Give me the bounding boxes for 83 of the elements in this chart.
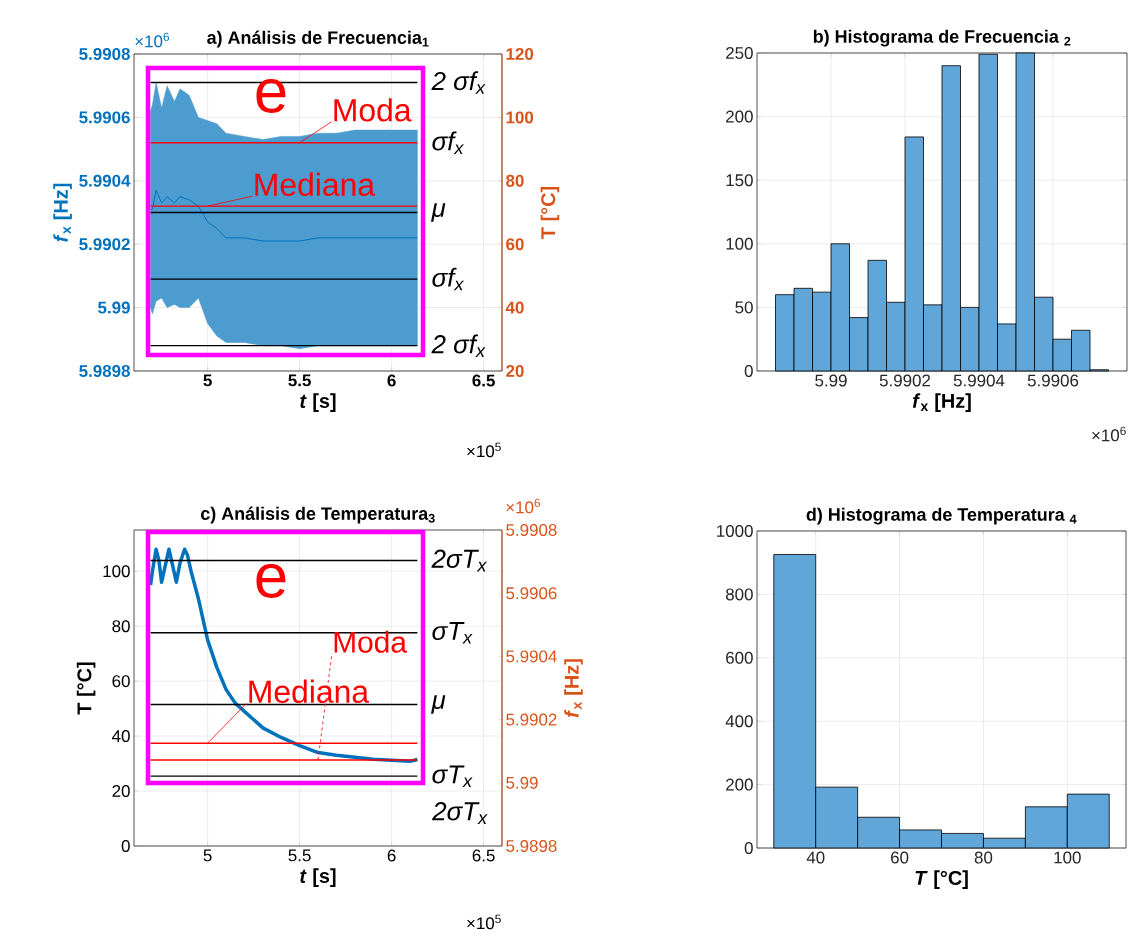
x-tick-label: 5.9902 [879,374,931,387]
x-tick-label: 40 [806,851,825,864]
y-tick-label: 40 [112,730,130,743]
y2-axis-title: f$_{x}$ [Hz] [564,659,583,718]
ref-line-label: 2 σf$_{x}$ [431,334,486,357]
ref-line-label: σf$_{x}$ [432,131,464,154]
y-tick-label: 20 [112,785,130,798]
text: ×10$^{5}$ [467,914,501,930]
text: ×10$^{6}$ [1092,426,1126,442]
ref-line-label: σf$_{x}$ [432,267,464,291]
y-tick-label: 5.9904 [79,174,131,187]
y2-tick-label: 5.9908 [506,524,557,536]
y-tick-label: 50 [735,301,753,314]
y-tick-label: 0 [744,364,753,377]
y-tick-label: 60 [112,675,130,688]
x-tick-label: 5.9904 [953,374,1005,387]
x-tick-label: 5 [203,849,212,862]
x-tick-label: 6 [387,849,396,862]
chart-title: b) Histograma de Frecuencia $_{2}$ [813,29,1071,47]
y-tick-label: 800 [725,588,753,601]
y-tick-label: 5.99 [98,301,130,314]
y2-tick-label: 5.9902 [506,713,557,726]
y-tick-label: 5.9898 [79,365,130,377]
x-tick-label: 6.5 [472,374,495,387]
ref-line-label: μ [431,695,446,714]
chart-title: a) Análisis de Frecuencia$_{1}$ [207,30,429,48]
y2-tick-label: 60 [506,238,524,251]
y2-tick-label: 5.9904 [506,650,557,663]
ref-line-label: σT$_{x}$ [432,765,473,787]
x-tick-label: 6.5 [472,849,495,862]
chart-title: c) Análisis de Temperatura$_{3}$ [201,506,435,524]
y2-tick-label: 100 [506,111,534,124]
text: ×10$^{5}$ [467,442,501,458]
y2-tick-label: 5.99 [506,776,538,789]
y-tick-label: 150 [726,174,753,187]
x-axis-title: t [s] [300,393,336,412]
y2-tick-label: 80 [506,174,524,187]
text: ×10$^{6}$ [135,32,170,48]
y2-axis-title: T [°C] [540,186,560,239]
annotation: 2σT$_{x}$ [432,802,488,824]
y-tick-label: 100 [726,237,753,250]
x-tick-label: 5.9906 [1027,374,1079,387]
y-axis-title: T [°C] [76,662,96,715]
y-axis-title: f$_{x}$ [Hz] [53,183,72,242]
y-tick-label: 200 [726,778,753,791]
y-tick-label: 400 [725,715,753,728]
x-axis-title: t [s] [300,868,336,887]
y-tick-label: 200 [726,110,753,123]
y2-tick-label: 120 [506,47,534,60]
annotation: Mediana [249,679,370,704]
y-tick-label: 80 [112,620,130,633]
annotation: e [256,564,286,598]
line-series [148,547,420,764]
x-axis-title: f$_{x}$ [Hz] [912,393,971,412]
ref-line-label: 2σT$_{x}$ [431,549,488,572]
y2-tick-label: 20 [506,364,524,377]
y2-tick-label: 5.9906 [506,587,557,600]
text: ×10$^{6}$ [506,498,541,514]
x-axis-title: T [°C] [915,870,968,889]
x-tick-label: 6 [387,374,396,387]
ref-line-label: μ [431,203,446,222]
chart-title: d) Histograma de Temperatura $_{4}$ [806,507,1077,525]
y-tick-label: 600 [726,651,753,664]
x-tick-label: 5.5 [288,849,311,862]
x-tick-label: 5.99 [815,374,847,387]
ref-line-label: 2 σf$_{x}$ [431,71,486,94]
y-tick-label: 1000 [717,525,753,537]
y-tick-label: 5.9902 [79,238,130,251]
y2-tick-label: 5.9898 [506,840,557,852]
x-tick-label: 60 [891,851,909,864]
x-tick-label: 5 [203,374,212,387]
x-tick-label: 100 [1054,851,1081,864]
y-tick-label: 100 [103,565,130,578]
y-tick-label: 0 [744,842,753,854]
ref-line-label: σT$_{x}$ [432,621,473,644]
x-tick-label: 5.5 [288,374,311,387]
y-tick-label: 5.9906 [79,111,130,124]
x-tick-label: 80 [974,851,993,864]
y-tick-label: 0 [121,840,130,852]
annotation: Moda [334,630,407,653]
y-tick-label: 250 [726,46,753,59]
y-tick-label: 5.9908 [79,47,130,60]
y2-tick-label: 40 [505,301,524,314]
